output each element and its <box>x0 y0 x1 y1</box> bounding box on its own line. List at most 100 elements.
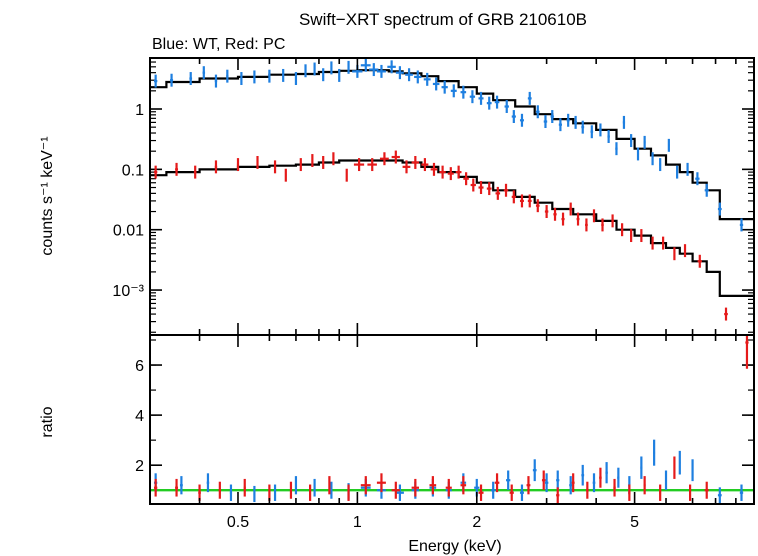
data-point <box>273 160 277 174</box>
data-point <box>667 138 670 152</box>
data-point <box>153 478 158 497</box>
data-point <box>576 212 580 226</box>
data-point <box>628 484 631 501</box>
data-point <box>495 186 501 200</box>
x-axis-label: Energy (keV) <box>408 538 501 555</box>
data-point <box>503 183 509 197</box>
data-point <box>691 459 694 482</box>
x-tick-label: 5 <box>630 514 639 531</box>
data-point <box>739 218 744 232</box>
data-point <box>543 115 548 129</box>
data-point <box>683 244 687 258</box>
data-point <box>360 476 371 495</box>
data-point <box>607 130 610 143</box>
data-point <box>519 194 524 208</box>
data-point <box>460 85 467 99</box>
data-point <box>330 61 333 75</box>
data-point <box>585 481 589 499</box>
data-point <box>745 335 749 369</box>
data-point <box>511 190 516 204</box>
data-point <box>447 167 454 181</box>
data-point <box>599 467 602 488</box>
data-point <box>282 68 285 82</box>
data-point <box>411 478 419 497</box>
data-point <box>558 118 562 132</box>
data-point <box>566 113 570 127</box>
data-point <box>541 470 546 490</box>
data-point <box>605 462 608 484</box>
data-point <box>460 476 467 495</box>
data-point <box>678 450 681 475</box>
data-point <box>338 68 341 82</box>
data-point <box>179 476 183 495</box>
data-point <box>193 165 197 179</box>
data-point <box>405 68 413 82</box>
data-point <box>504 100 509 113</box>
data-point <box>330 481 333 499</box>
data-point <box>421 158 429 172</box>
data-point <box>253 70 256 84</box>
data-point <box>506 470 511 490</box>
data-point <box>561 212 565 226</box>
data-point <box>535 105 540 119</box>
y-tick-label-spectrum: 0.01 <box>113 223 144 240</box>
data-point <box>229 484 233 501</box>
data-point <box>585 218 588 232</box>
data-point <box>686 162 689 176</box>
data-point <box>662 236 665 250</box>
data-point <box>289 481 293 499</box>
data-point <box>391 150 400 164</box>
ratio-y-axis-label: ratio <box>39 406 56 437</box>
data-point <box>256 156 259 169</box>
data-point <box>519 484 524 501</box>
data-point <box>509 484 514 501</box>
data-point <box>643 476 646 495</box>
chart-title: Swift−XRT spectrum of GRB 210610B <box>299 10 587 29</box>
data-point <box>527 91 532 105</box>
data-point <box>717 202 722 216</box>
data-point <box>284 168 287 182</box>
data-point <box>615 142 618 156</box>
data-point <box>494 473 500 493</box>
data-point <box>153 74 158 88</box>
spectrum-panel: 1 0.1 0.01 10⁻³ <box>112 57 754 333</box>
data-point <box>601 218 604 232</box>
data-point <box>569 202 573 216</box>
data-point <box>463 172 469 186</box>
data-point <box>739 484 744 501</box>
data-point <box>313 62 316 76</box>
data-point <box>494 95 500 109</box>
data-point <box>613 478 616 497</box>
series-wt <box>153 58 744 232</box>
data-point <box>717 487 722 504</box>
data-point <box>651 152 654 166</box>
model-curve <box>150 69 754 221</box>
data-point <box>332 152 335 166</box>
data-point <box>153 165 158 179</box>
data-point <box>376 64 386 78</box>
data-point <box>353 158 365 172</box>
data-point <box>643 135 646 149</box>
ratio-panel-frame <box>149 334 755 505</box>
series-pc-ratio <box>153 335 749 504</box>
data-point <box>664 470 668 490</box>
data-point <box>592 209 596 223</box>
x-axis-ticks: 0.5 1 2 5 <box>149 58 755 531</box>
data-point <box>556 487 560 504</box>
data-point <box>360 58 371 72</box>
data-point <box>411 156 419 169</box>
x-tick-label: 2 <box>472 514 481 531</box>
y-tick-label-spectrum: 1 <box>135 102 144 119</box>
data-point <box>622 115 626 129</box>
data-point <box>395 484 404 501</box>
data-point <box>429 476 437 495</box>
data-point <box>640 229 643 243</box>
data-point <box>630 134 633 148</box>
data-point <box>630 229 633 243</box>
data-point <box>550 110 554 124</box>
data-point <box>441 80 448 94</box>
data-point <box>470 178 476 192</box>
data-point <box>309 484 312 501</box>
data-point <box>376 473 386 493</box>
data-point <box>206 473 210 493</box>
